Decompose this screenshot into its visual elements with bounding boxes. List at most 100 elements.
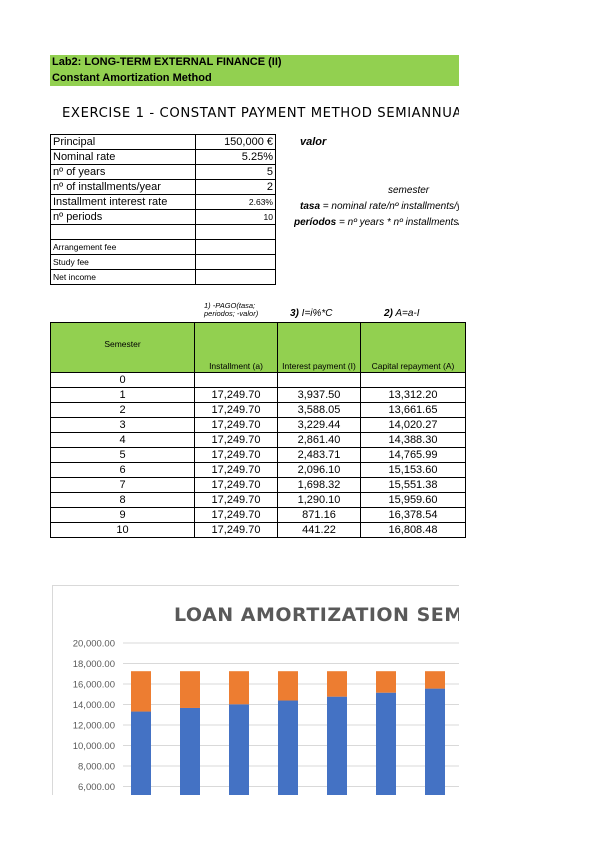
param-label: Principal: [50, 134, 196, 150]
formula-installment: 1) -PAGO(tasa; periodos; -valor): [204, 301, 259, 318]
interest-cell[interactable]: 1,290.10: [277, 492, 361, 508]
interest-bar[interactable]: [327, 671, 347, 697]
tasa-note: tasa = nominal rate/nº installments/year: [300, 201, 459, 212]
param-value[interactable]: 10: [195, 209, 276, 225]
method-title: Constant Amortization Method: [50, 70, 459, 86]
interest-bar[interactable]: [229, 671, 249, 705]
installment-cell[interactable]: 17,249.70: [194, 492, 278, 508]
capital-bar[interactable]: [229, 704, 249, 795]
interest-cell[interactable]: 3,229.44: [277, 417, 361, 433]
interest-cell[interactable]: [277, 372, 361, 388]
installment-cell[interactable]: 17,249.70: [194, 447, 278, 463]
installment-cell[interactable]: 17,249.70: [194, 402, 278, 418]
y-tick-label: 10,000.00: [73, 741, 115, 752]
table-row: 2 17,249.70 3,588.05 13,661.65: [50, 402, 466, 418]
semester-cell[interactable]: 5: [50, 447, 195, 463]
blank-cell[interactable]: [195, 224, 276, 240]
param-row: Nominal rate 5.25%: [50, 149, 276, 165]
table-row: 8 17,249.70 1,290.10 15,959.60: [50, 492, 466, 508]
y-tick-label: 18,000.00: [73, 659, 115, 670]
col-header-capital: Capital repayment (A): [360, 322, 466, 373]
blank-cell[interactable]: [50, 224, 196, 240]
param-row: nº of years 5: [50, 164, 276, 180]
interest-cell[interactable]: 2,483.71: [277, 447, 361, 463]
interest-bar[interactable]: [376, 671, 396, 693]
installment-cell[interactable]: 17,249.70: [194, 387, 278, 403]
semester-cell[interactable]: 2: [50, 402, 195, 418]
installment-cell[interactable]: 17,249.70: [194, 477, 278, 493]
interest-cell[interactable]: 3,937.50: [277, 387, 361, 403]
lab-title: Lab2: LONG-TERM EXTERNAL FINANCE (II): [50, 55, 459, 70]
interest-cell[interactable]: 2,861.40: [277, 432, 361, 448]
interest-bar[interactable]: [278, 671, 298, 701]
capital-bar[interactable]: [278, 700, 298, 795]
fee-value[interactable]: [195, 239, 276, 255]
installment-cell[interactable]: 17,249.70: [194, 522, 278, 538]
loan-amortization-chart[interactable]: LOAN AMORTIZATION SEMIANNUAL 20,000.00 18…: [52, 585, 459, 795]
capital-cell[interactable]: 14,388.30: [360, 432, 466, 448]
interest-cell[interactable]: 871.16: [277, 507, 361, 523]
param-value[interactable]: 5.25%: [195, 149, 276, 165]
fee-value[interactable]: [195, 269, 276, 285]
capital-bar[interactable]: [327, 696, 347, 795]
installment-cell[interactable]: 17,249.70: [194, 417, 278, 433]
col-header-semester: Semester: [50, 322, 195, 373]
capital-cell[interactable]: 14,020.27: [360, 417, 466, 433]
exercise-title: EXERCISE 1 - CONSTANT PAYMENT METHOD SEM…: [62, 106, 459, 121]
param-row: nº of installments/year 2: [50, 179, 276, 195]
interest-cell[interactable]: 1,698.32: [277, 477, 361, 493]
chart-plot: 20,000.00 18,000.00 16,000.00 14,000.00 12,0…: [73, 639, 459, 795]
capital-cell[interactable]: 16,808.48: [360, 522, 466, 538]
param-value[interactable]: 2: [195, 179, 276, 195]
interest-cell[interactable]: 2,096.10: [277, 462, 361, 478]
capital-cell[interactable]: 15,153.60: [360, 462, 466, 478]
chart-title: LOAN AMORTIZATION SEMIANNUAL: [174, 604, 459, 626]
semester-cell[interactable]: 7: [50, 477, 195, 493]
capital-cell[interactable]: 16,378.54: [360, 507, 466, 523]
semester-cell[interactable]: 6: [50, 462, 195, 478]
installment-cell[interactable]: 17,249.70: [194, 462, 278, 478]
capital-cell[interactable]: 14,765.99: [360, 447, 466, 463]
fee-label: Arrangement fee: [50, 239, 196, 255]
blank-row: [50, 224, 276, 240]
interest-bar[interactable]: [180, 671, 200, 708]
installment-cell[interactable]: 17,249.70: [194, 507, 278, 523]
fee-value[interactable]: [195, 254, 276, 270]
capital-cell[interactable]: 15,551.38: [360, 477, 466, 493]
param-label: Nominal rate: [50, 149, 196, 165]
table-row: 7 17,249.70 1,698.32 15,551.38: [50, 477, 466, 493]
semester-cell[interactable]: 10: [50, 522, 195, 538]
capital-bar[interactable]: [131, 711, 151, 795]
semester-cell[interactable]: 8: [50, 492, 195, 508]
parameters-table: Principal 150,000 € Nominal rate 5.25% nº …: [50, 134, 276, 285]
interest-cell[interactable]: 3,588.05: [277, 402, 361, 418]
semester-cell[interactable]: 3: [50, 417, 195, 433]
installment-cell[interactable]: 17,249.70: [194, 432, 278, 448]
param-value[interactable]: 5: [195, 164, 276, 180]
param-value[interactable]: 150,000 €: [195, 134, 276, 150]
semester-cell[interactable]: 0: [50, 372, 195, 388]
interest-bar[interactable]: [425, 671, 445, 689]
capital-cell[interactable]: [360, 372, 466, 388]
table-row: 4 17,249.70 2,861.40 14,388.30: [50, 432, 466, 448]
capital-cell[interactable]: 13,661.65: [360, 402, 466, 418]
capital-cell[interactable]: 13,312.20: [360, 387, 466, 403]
capital-bar[interactable]: [180, 707, 200, 795]
table-row: 9 17,249.70 871.16 16,378.54: [50, 507, 466, 523]
table-row: 1 17,249.70 3,937.50 13,312.20: [50, 387, 466, 403]
semester-cell[interactable]: 4: [50, 432, 195, 448]
param-label: Installment interest rate: [50, 194, 196, 210]
installment-cell[interactable]: [194, 372, 278, 388]
interest-bar[interactable]: [131, 671, 151, 712]
param-row: Principal 150,000 €: [50, 134, 276, 150]
semester-cell[interactable]: 9: [50, 507, 195, 523]
interest-cell[interactable]: 441.22: [277, 522, 361, 538]
table-header-row: Semester Installment (a) Interest paymen…: [50, 322, 466, 373]
semester-cell[interactable]: 1: [50, 387, 195, 403]
fee-label: Study fee: [50, 254, 196, 270]
capital-bar[interactable]: [425, 688, 445, 795]
capital-cell[interactable]: 15,959.60: [360, 492, 466, 508]
capital-bar[interactable]: [376, 692, 396, 795]
formula-interest-num: 3): [290, 308, 299, 319]
param-value[interactable]: 2.63%: [195, 194, 276, 210]
